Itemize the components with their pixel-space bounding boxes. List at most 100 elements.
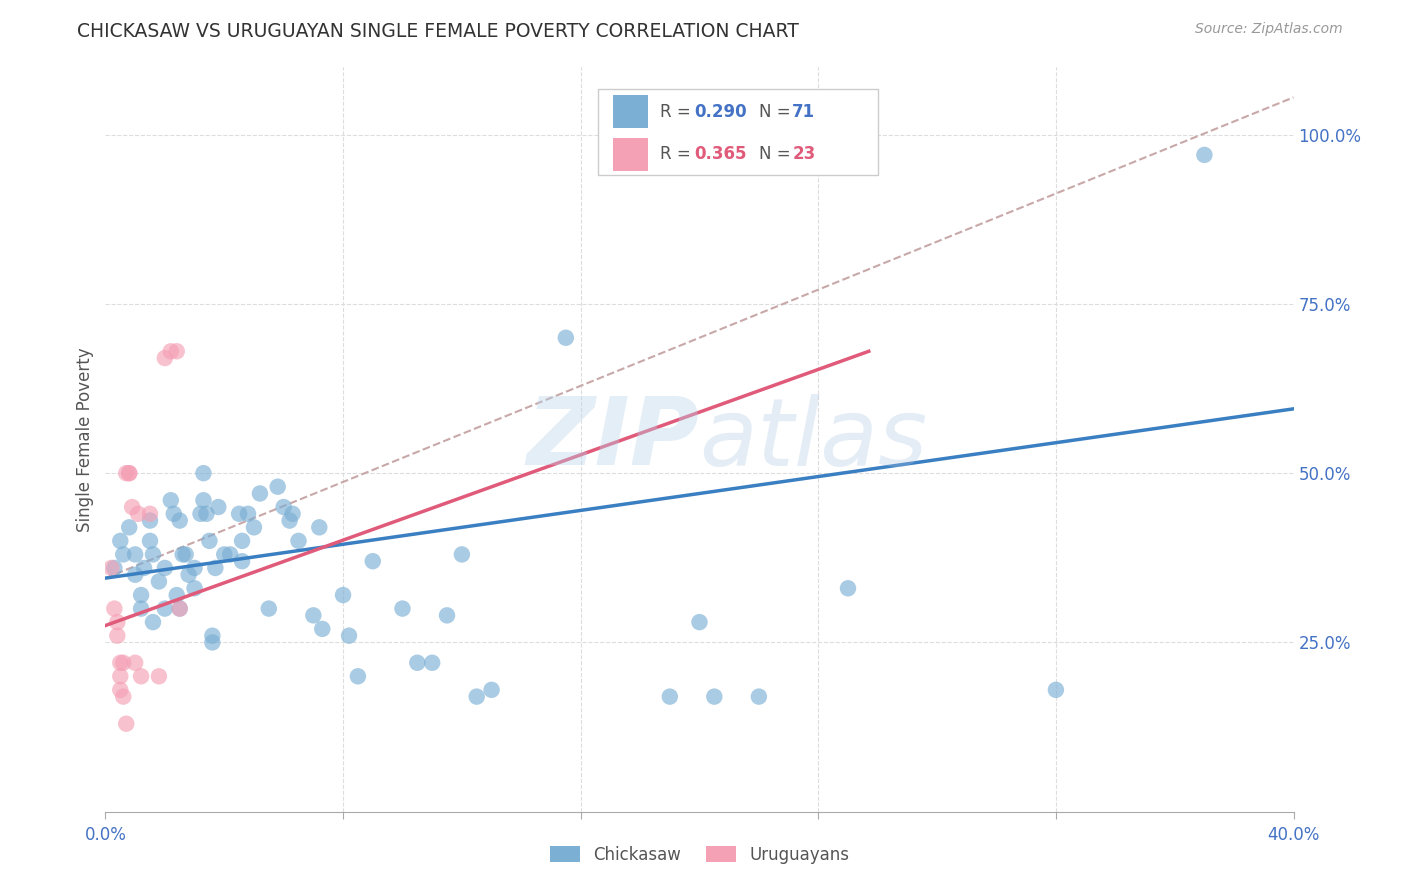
Point [465, 690, 488, 704]
Point [121, 500, 143, 514]
Point [124, 567, 146, 582]
Point [153, 351, 176, 365]
Point [278, 514, 301, 528]
Point [198, 533, 221, 548]
Point [231, 554, 253, 568]
Point [554, 331, 576, 345]
Point [183, 561, 205, 575]
Point [436, 608, 458, 623]
Point [287, 533, 309, 548]
Text: N =: N = [759, 145, 796, 163]
Point [658, 690, 681, 704]
Point [129, 669, 152, 683]
Point [177, 567, 200, 582]
Point [142, 548, 165, 562]
Point [236, 507, 259, 521]
Point [159, 493, 181, 508]
Point [1194, 148, 1216, 162]
Point [166, 344, 188, 359]
Point [193, 493, 215, 508]
Point [748, 690, 770, 704]
Point [132, 561, 155, 575]
Point [273, 500, 295, 514]
Point [332, 588, 354, 602]
Point [148, 669, 170, 683]
Point [100, 561, 122, 575]
Point [219, 548, 242, 562]
Point [183, 582, 205, 596]
Point [118, 520, 141, 534]
Point [110, 669, 132, 683]
Point [129, 601, 152, 615]
Point [281, 507, 304, 521]
Point [420, 656, 443, 670]
Point [142, 615, 165, 629]
Point [103, 601, 125, 615]
Point [308, 520, 330, 534]
Point [153, 601, 176, 615]
Point [243, 520, 266, 534]
Point [139, 514, 162, 528]
Point [201, 635, 224, 649]
Point [214, 548, 236, 562]
Point [267, 480, 290, 494]
Legend: Chickasaw, Uruguayans: Chickasaw, Uruguayans [543, 839, 856, 871]
Text: 71: 71 [792, 103, 815, 120]
Point [406, 656, 429, 670]
Point [169, 514, 191, 528]
Point [311, 622, 333, 636]
Point [249, 486, 271, 500]
Point [347, 669, 370, 683]
Text: Source: ZipAtlas.com: Source: ZipAtlas.com [1195, 22, 1343, 37]
Point [115, 466, 138, 480]
Point [163, 507, 186, 521]
Point [195, 507, 218, 521]
Point [153, 561, 176, 575]
Text: 0.290: 0.290 [695, 103, 748, 120]
Point [159, 344, 181, 359]
Point [139, 533, 162, 548]
Point [112, 656, 135, 670]
Point [837, 582, 859, 596]
Text: ZIP: ZIP [527, 393, 700, 485]
Point [302, 608, 325, 623]
Text: R =: R = [661, 103, 696, 120]
Point [361, 554, 384, 568]
Point [391, 601, 413, 615]
Text: N =: N = [759, 103, 796, 120]
Point [228, 507, 250, 521]
Point [172, 548, 194, 562]
Point [174, 548, 197, 562]
Point [110, 656, 132, 670]
Point [112, 548, 135, 562]
Point [257, 601, 280, 615]
Point [450, 548, 472, 562]
Point [105, 615, 128, 629]
Point [193, 466, 215, 480]
FancyBboxPatch shape [613, 95, 648, 128]
Point [124, 548, 146, 562]
Point [127, 507, 149, 521]
Point [337, 629, 360, 643]
Point [115, 716, 138, 731]
Point [1045, 682, 1067, 697]
Point [129, 588, 152, 602]
FancyBboxPatch shape [613, 137, 648, 171]
Text: atlas: atlas [700, 393, 928, 485]
FancyBboxPatch shape [599, 89, 877, 175]
Point [118, 466, 141, 480]
Point [110, 682, 132, 697]
Point [103, 561, 125, 575]
Point [207, 500, 229, 514]
Point [204, 561, 226, 575]
Point [201, 629, 224, 643]
Point [105, 629, 128, 643]
Text: R =: R = [661, 145, 696, 163]
Point [166, 588, 188, 602]
Point [110, 533, 132, 548]
Point [481, 682, 503, 697]
Point [169, 601, 191, 615]
Point [689, 615, 711, 629]
Point [703, 690, 725, 704]
Point [231, 533, 253, 548]
